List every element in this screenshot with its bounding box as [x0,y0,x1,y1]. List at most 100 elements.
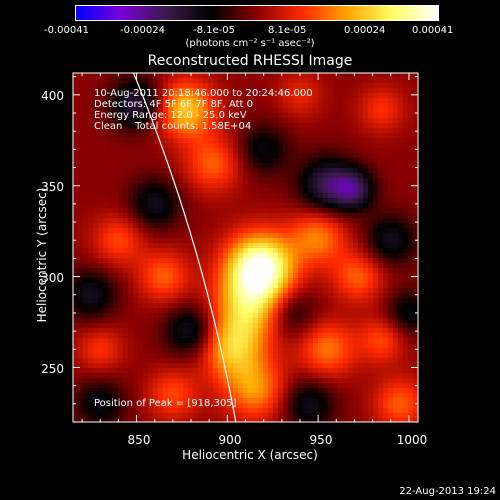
heatmap-cell [283,108,289,114]
heatmap-cell [308,208,314,214]
heatmap-cell [148,103,154,109]
heatmap-cell [173,393,179,399]
heatmap-cell [293,418,299,423]
heatmap-cell [378,328,384,334]
heatmap-cell [398,128,404,134]
heatmap-cell [403,188,409,194]
heatmap-cell [103,343,109,349]
heatmap-cell [73,78,79,84]
heatmap-cell [228,153,234,159]
heatmap-cell [308,393,314,399]
heatmap-cell [158,318,164,324]
heatmap-cell [163,278,169,284]
heatmap-cell [308,178,314,184]
heatmap-cell [233,403,239,409]
heatmap-cell [283,173,289,179]
heatmap-cell [268,123,274,129]
heatmap-cell [93,88,99,94]
heatmap-cell [318,163,324,169]
heatmap-cell [213,418,219,423]
heatmap-cell [83,238,89,244]
heatmap-cell [158,263,164,269]
heatmap-cell [223,248,229,254]
heatmap-cell [413,203,419,209]
heatmap-cell [298,318,304,324]
heatmap-cell [198,323,204,329]
heatmap-cell [318,378,324,384]
heatmap-cell [218,113,224,119]
heatmap-cell [323,388,329,394]
heatmap-cell [113,83,119,89]
heatmap-cell [233,198,239,204]
heatmap-cell [108,253,114,259]
heatmap-cell [118,353,124,359]
heatmap-cell [123,148,129,154]
heatmap-cell [88,153,94,159]
heatmap-cell [298,233,304,239]
heatmap-cell [93,158,99,164]
heatmap-cell [88,308,94,314]
heatmap-cell [318,403,324,409]
heatmap-cell [148,283,154,289]
heatmap-cell [233,123,239,129]
heatmap-cell [378,233,384,239]
heatmap-cell [288,298,294,304]
heatmap-cell [313,358,319,364]
heatmap-cell [353,123,359,129]
heatmap-cell [83,378,89,384]
heatmap-cell [218,208,224,214]
heatmap-cell [258,213,264,219]
heatmap-cell [173,133,179,139]
heatmap-cell [198,343,204,349]
heatmap-cell [408,383,414,389]
heatmap-cell [133,293,139,299]
heatmap-cell [218,413,224,419]
heatmap-cell [188,223,194,229]
heatmap-cell [263,88,269,94]
heatmap-cell [223,288,229,294]
heatmap-cell [93,353,99,359]
heatmap-cell [78,258,84,264]
heatmap-cell [413,118,419,124]
heatmap-cell [408,138,414,144]
heatmap-cell [203,218,209,224]
heatmap-cell [133,328,139,334]
heatmap-cell [373,153,379,159]
heatmap-cell [218,93,224,99]
heatmap-cell [138,78,144,84]
heatmap-cell [408,393,414,399]
heatmap-cell [158,168,164,174]
heatmap-cell [268,153,274,159]
heatmap-cell [228,293,234,299]
heatmap-cell [88,253,94,259]
heatmap-cell [163,143,169,149]
heatmap-cell [178,138,184,144]
heatmap-cell [73,393,79,399]
heatmap-cell [183,273,189,279]
heatmap-cell [323,293,329,299]
heatmap-cell [113,353,119,359]
heatmap-cell [153,163,159,169]
heatmap-cell [183,113,189,119]
heatmap-cell [353,148,359,154]
heatmap-cell [118,123,124,129]
heatmap-cell [313,243,319,249]
heatmap-cell [138,183,144,189]
heatmap-cell [148,278,154,284]
heatmap-cell [173,323,179,329]
heatmap-cell [313,308,319,314]
heatmap-cell [238,133,244,139]
heatmap-cell [228,168,234,174]
heatmap-cell [258,393,264,399]
heatmap-cell [343,328,349,334]
heatmap-cell [283,148,289,154]
heatmap-cell [218,178,224,184]
heatmap-cell [268,273,274,279]
heatmap-cell [158,373,164,379]
heatmap-cell [333,388,339,394]
heatmap-cell [303,83,309,89]
heatmap-cell [268,383,274,389]
heatmap-cell [253,223,259,229]
heatmap-cell [258,228,264,234]
heatmap-cell [383,153,389,159]
